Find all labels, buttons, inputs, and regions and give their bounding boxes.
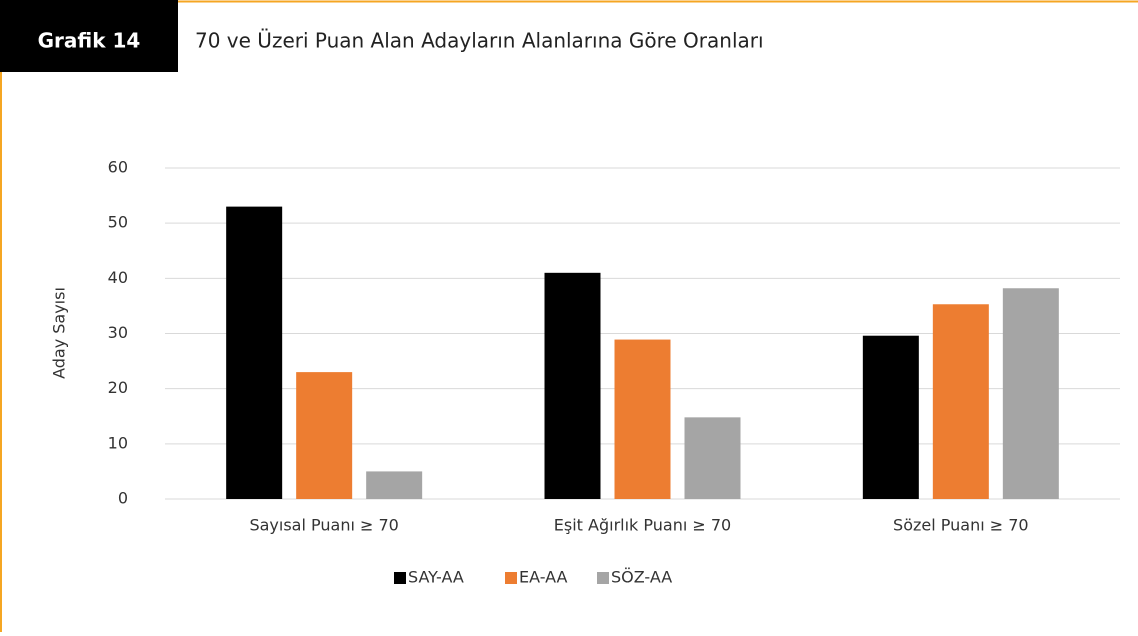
y-tick-label: 60 [108,158,128,177]
figure-label: Grafik 14 [38,29,141,53]
y-tick-label: 30 [108,323,128,342]
y-tick-label: 20 [108,378,128,397]
y-tick-label: 0 [118,489,128,508]
bar [862,335,919,499]
legend-swatch [505,572,517,584]
x-tick-label: Sözel Puanı ≥ 70 [893,516,1029,535]
legend-swatch [394,572,406,584]
label-box [0,0,178,72]
legend-swatch [597,572,609,584]
bar [684,417,741,499]
bar [614,339,671,499]
y-tick-label: 10 [108,433,128,452]
bar [1002,288,1059,499]
bar [226,206,283,499]
x-tick-label: Eşit Ağırlık Puanı ≥ 70 [554,516,731,535]
bar [544,272,601,499]
chart-title: 70 ve Üzeri Puan Alan Adayların Alanları… [195,29,764,53]
bar [932,304,989,499]
bar [366,471,423,499]
y-axis-label: Aday Sayısı [50,287,69,379]
legend-label: SAY-AA [408,568,464,587]
legend-label: EA-AA [519,568,568,587]
legend-label: SÖZ-AA [611,568,672,587]
y-tick-label: 40 [108,268,128,287]
bar [296,372,353,499]
x-tick-label: Sayısal Puanı ≥ 70 [249,516,398,535]
y-tick-label: 50 [108,213,128,232]
